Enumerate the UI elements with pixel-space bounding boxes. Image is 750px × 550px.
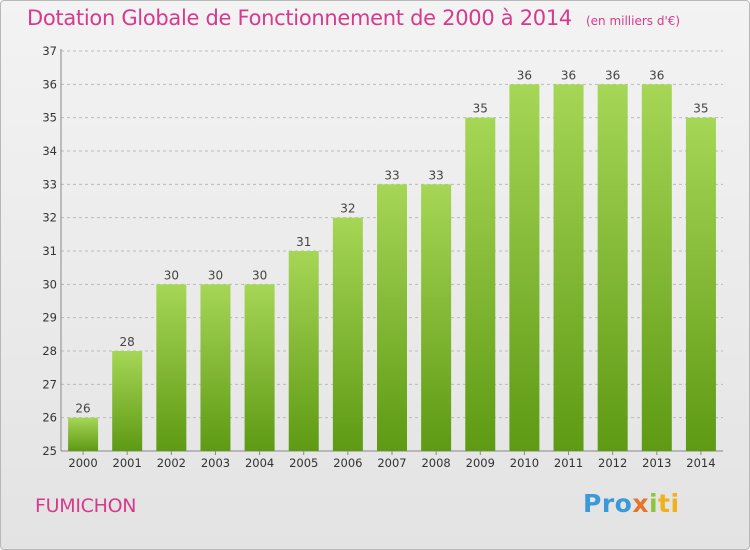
data-label: 30 xyxy=(208,268,223,282)
x-tick-label: 2003 xyxy=(201,456,230,470)
y-tick-label: 27 xyxy=(42,377,57,391)
bar xyxy=(112,351,143,451)
data-label: 36 xyxy=(649,68,664,82)
bar xyxy=(685,117,716,452)
y-tick-label: 31 xyxy=(42,244,57,258)
data-label: 33 xyxy=(384,168,399,182)
y-tick-label: 36 xyxy=(42,77,57,91)
bar xyxy=(509,84,540,451)
x-tick-label: 2008 xyxy=(421,456,450,470)
data-label: 33 xyxy=(428,168,443,182)
y-tick-label: 30 xyxy=(42,277,57,291)
data-label: 35 xyxy=(473,102,488,116)
bar xyxy=(641,84,672,451)
data-label: 28 xyxy=(120,335,135,349)
logo-part-1: Pro xyxy=(583,489,633,518)
y-tick-label: 33 xyxy=(42,177,57,191)
y-tick-label: 35 xyxy=(42,111,57,125)
y-tick-label: 26 xyxy=(42,411,57,425)
proxiti-logo: Proxiti xyxy=(583,489,680,518)
bar xyxy=(156,284,187,451)
data-label: 32 xyxy=(340,202,355,216)
data-label: 30 xyxy=(252,268,267,282)
x-tick-label: 2002 xyxy=(157,456,186,470)
x-tick-label: 2014 xyxy=(686,456,715,470)
y-tick-label: 37 xyxy=(42,44,57,58)
title-text: Dotation Globale de Fonctionnement de 20… xyxy=(27,6,572,30)
data-label: 35 xyxy=(693,102,708,116)
bar xyxy=(332,217,363,451)
bar xyxy=(68,417,99,451)
data-label: 36 xyxy=(605,68,620,82)
y-tick-label: 29 xyxy=(42,311,57,325)
x-tick-label: 2000 xyxy=(68,456,97,470)
bar xyxy=(553,84,584,451)
x-tick-label: 2006 xyxy=(333,456,362,470)
x-tick-label: 2011 xyxy=(554,456,583,470)
x-tick-label: 2013 xyxy=(642,456,671,470)
bar xyxy=(377,184,407,452)
data-label: 26 xyxy=(75,402,90,416)
chart-title: Dotation Globale de Fonctionnement de 20… xyxy=(27,6,680,30)
commune-name: FUMICHON xyxy=(35,495,137,517)
logo-part-2: x xyxy=(632,489,649,518)
bar xyxy=(465,117,496,452)
data-label: 36 xyxy=(517,68,532,82)
x-tick-label: 2001 xyxy=(113,456,142,470)
title-unit: (en milliers d'€) xyxy=(585,14,681,28)
bar xyxy=(597,84,628,451)
x-tick-label: 2010 xyxy=(510,456,539,470)
y-tick-label: 25 xyxy=(42,444,57,458)
x-tick-label: 2009 xyxy=(466,456,495,470)
bar xyxy=(200,284,231,451)
data-label: 36 xyxy=(561,68,576,82)
logo-part-3: i xyxy=(648,489,659,518)
y-tick-label: 32 xyxy=(42,211,57,225)
bar xyxy=(288,251,319,451)
y-tick-label: 34 xyxy=(42,144,57,158)
x-tick-label: 2007 xyxy=(377,456,406,470)
x-tick-label: 2012 xyxy=(598,456,627,470)
y-tick-label: 28 xyxy=(42,344,57,358)
bar xyxy=(421,184,452,452)
bar xyxy=(244,284,275,451)
x-tick-label: 2005 xyxy=(289,456,318,470)
data-label: 30 xyxy=(164,268,179,282)
x-tick-label: 2004 xyxy=(245,456,274,470)
data-label: 31 xyxy=(296,235,311,249)
logo-part-4: ti xyxy=(658,489,680,518)
